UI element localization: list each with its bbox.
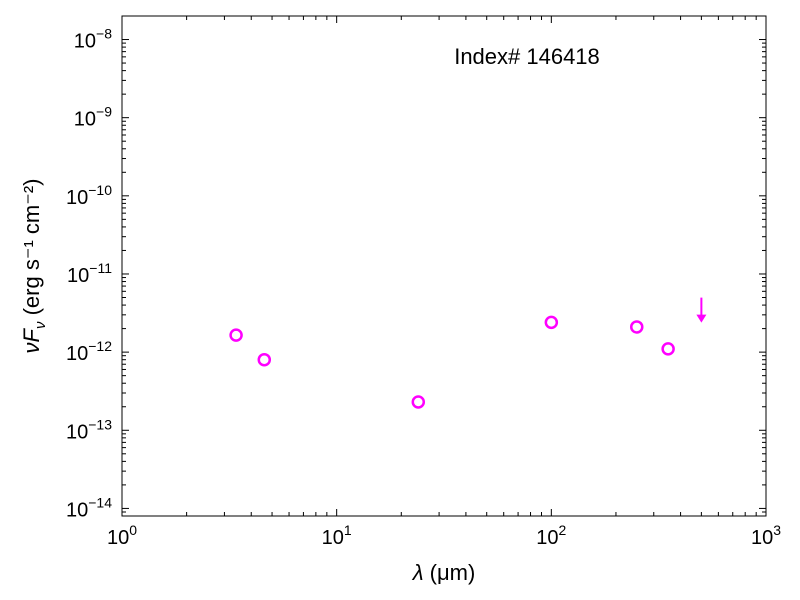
plot-frame [121, 15, 767, 517]
x-tick-label: 100 [107, 522, 137, 549]
y-tick-label: 10−13 [66, 416, 112, 443]
data-point [411, 395, 426, 409]
x-tick-label: 101 [322, 522, 352, 549]
upper-limit-arrow [696, 297, 707, 323]
y-tick-label: 10−8 [74, 26, 112, 53]
x-tick-label: 103 [751, 522, 781, 549]
index-annotation: Index# 146418 [454, 44, 600, 69]
y-tick-label: 10−14 [66, 494, 112, 521]
x-axis-title: λ (μm) [412, 560, 476, 585]
data-marks [229, 297, 707, 409]
x-tick-label: 102 [536, 522, 566, 549]
y-tick-label: 10−9 [74, 104, 112, 131]
data-point [257, 352, 272, 367]
data-point [229, 328, 243, 342]
data-point [630, 320, 644, 334]
data-point [661, 342, 675, 356]
y-tick-label: 10−11 [67, 260, 112, 287]
y-tick-label: 10−12 [66, 338, 112, 365]
data-point [544, 315, 559, 330]
axis-ticks: 100 101 102 103 10−14 10−13 10−12 10−11 10−10 10−… [66, 15, 781, 549]
y-tick-label: 10−10 [66, 182, 112, 209]
y-axis-title: νFν (erg s⁻¹ cm⁻²) [19, 179, 49, 354]
